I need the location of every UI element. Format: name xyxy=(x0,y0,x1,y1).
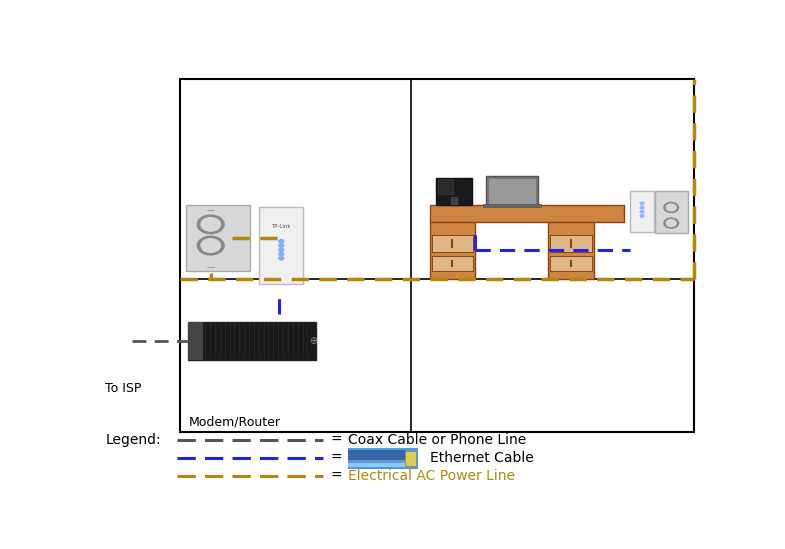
Bar xyxy=(188,322,203,360)
Bar xyxy=(348,459,405,467)
Bar xyxy=(259,208,303,284)
Bar xyxy=(188,322,316,360)
Text: To ISP: To ISP xyxy=(105,382,142,395)
Circle shape xyxy=(641,215,644,217)
Text: Coax Cable or Phone Line: Coax Cable or Phone Line xyxy=(348,433,526,447)
Circle shape xyxy=(664,218,678,228)
Bar xyxy=(432,235,473,252)
Text: —: — xyxy=(206,264,215,272)
Bar xyxy=(550,256,592,271)
Bar xyxy=(432,256,473,271)
Circle shape xyxy=(197,215,224,234)
Bar xyxy=(429,205,624,222)
Circle shape xyxy=(666,204,676,211)
Circle shape xyxy=(197,236,224,255)
Bar xyxy=(550,235,592,252)
Text: ▦: ▦ xyxy=(449,196,458,206)
Text: TP-Link: TP-Link xyxy=(272,224,291,229)
Circle shape xyxy=(201,239,221,253)
Bar xyxy=(484,204,541,207)
Text: Modem/Router: Modem/Router xyxy=(189,416,281,429)
Bar xyxy=(181,79,694,432)
Text: ⊕: ⊕ xyxy=(309,337,317,346)
Bar xyxy=(348,450,405,460)
Circle shape xyxy=(279,256,283,260)
Bar xyxy=(548,222,594,279)
Circle shape xyxy=(666,220,676,227)
Bar xyxy=(436,178,473,205)
Circle shape xyxy=(279,253,283,256)
Text: =: = xyxy=(330,469,342,483)
Text: =: = xyxy=(330,433,342,447)
Bar xyxy=(186,205,250,271)
Text: =: = xyxy=(330,451,342,465)
Bar xyxy=(348,447,418,469)
Bar xyxy=(348,458,405,463)
Bar xyxy=(486,176,538,205)
Circle shape xyxy=(641,202,644,205)
Circle shape xyxy=(201,217,221,231)
Circle shape xyxy=(641,210,644,213)
Circle shape xyxy=(279,248,283,251)
Bar xyxy=(437,179,453,194)
Bar xyxy=(655,191,688,233)
Bar xyxy=(429,222,475,279)
Text: —: — xyxy=(206,206,215,215)
Circle shape xyxy=(279,244,283,247)
Bar xyxy=(630,192,654,232)
Text: Legend:: Legend: xyxy=(105,433,161,447)
Bar xyxy=(489,179,535,204)
Text: Ethernet Cable: Ethernet Cable xyxy=(429,451,534,465)
Text: Electrical AC Power Line: Electrical AC Power Line xyxy=(348,469,514,483)
Circle shape xyxy=(664,203,678,212)
Bar xyxy=(405,451,416,466)
Circle shape xyxy=(641,206,644,209)
Circle shape xyxy=(279,239,283,243)
